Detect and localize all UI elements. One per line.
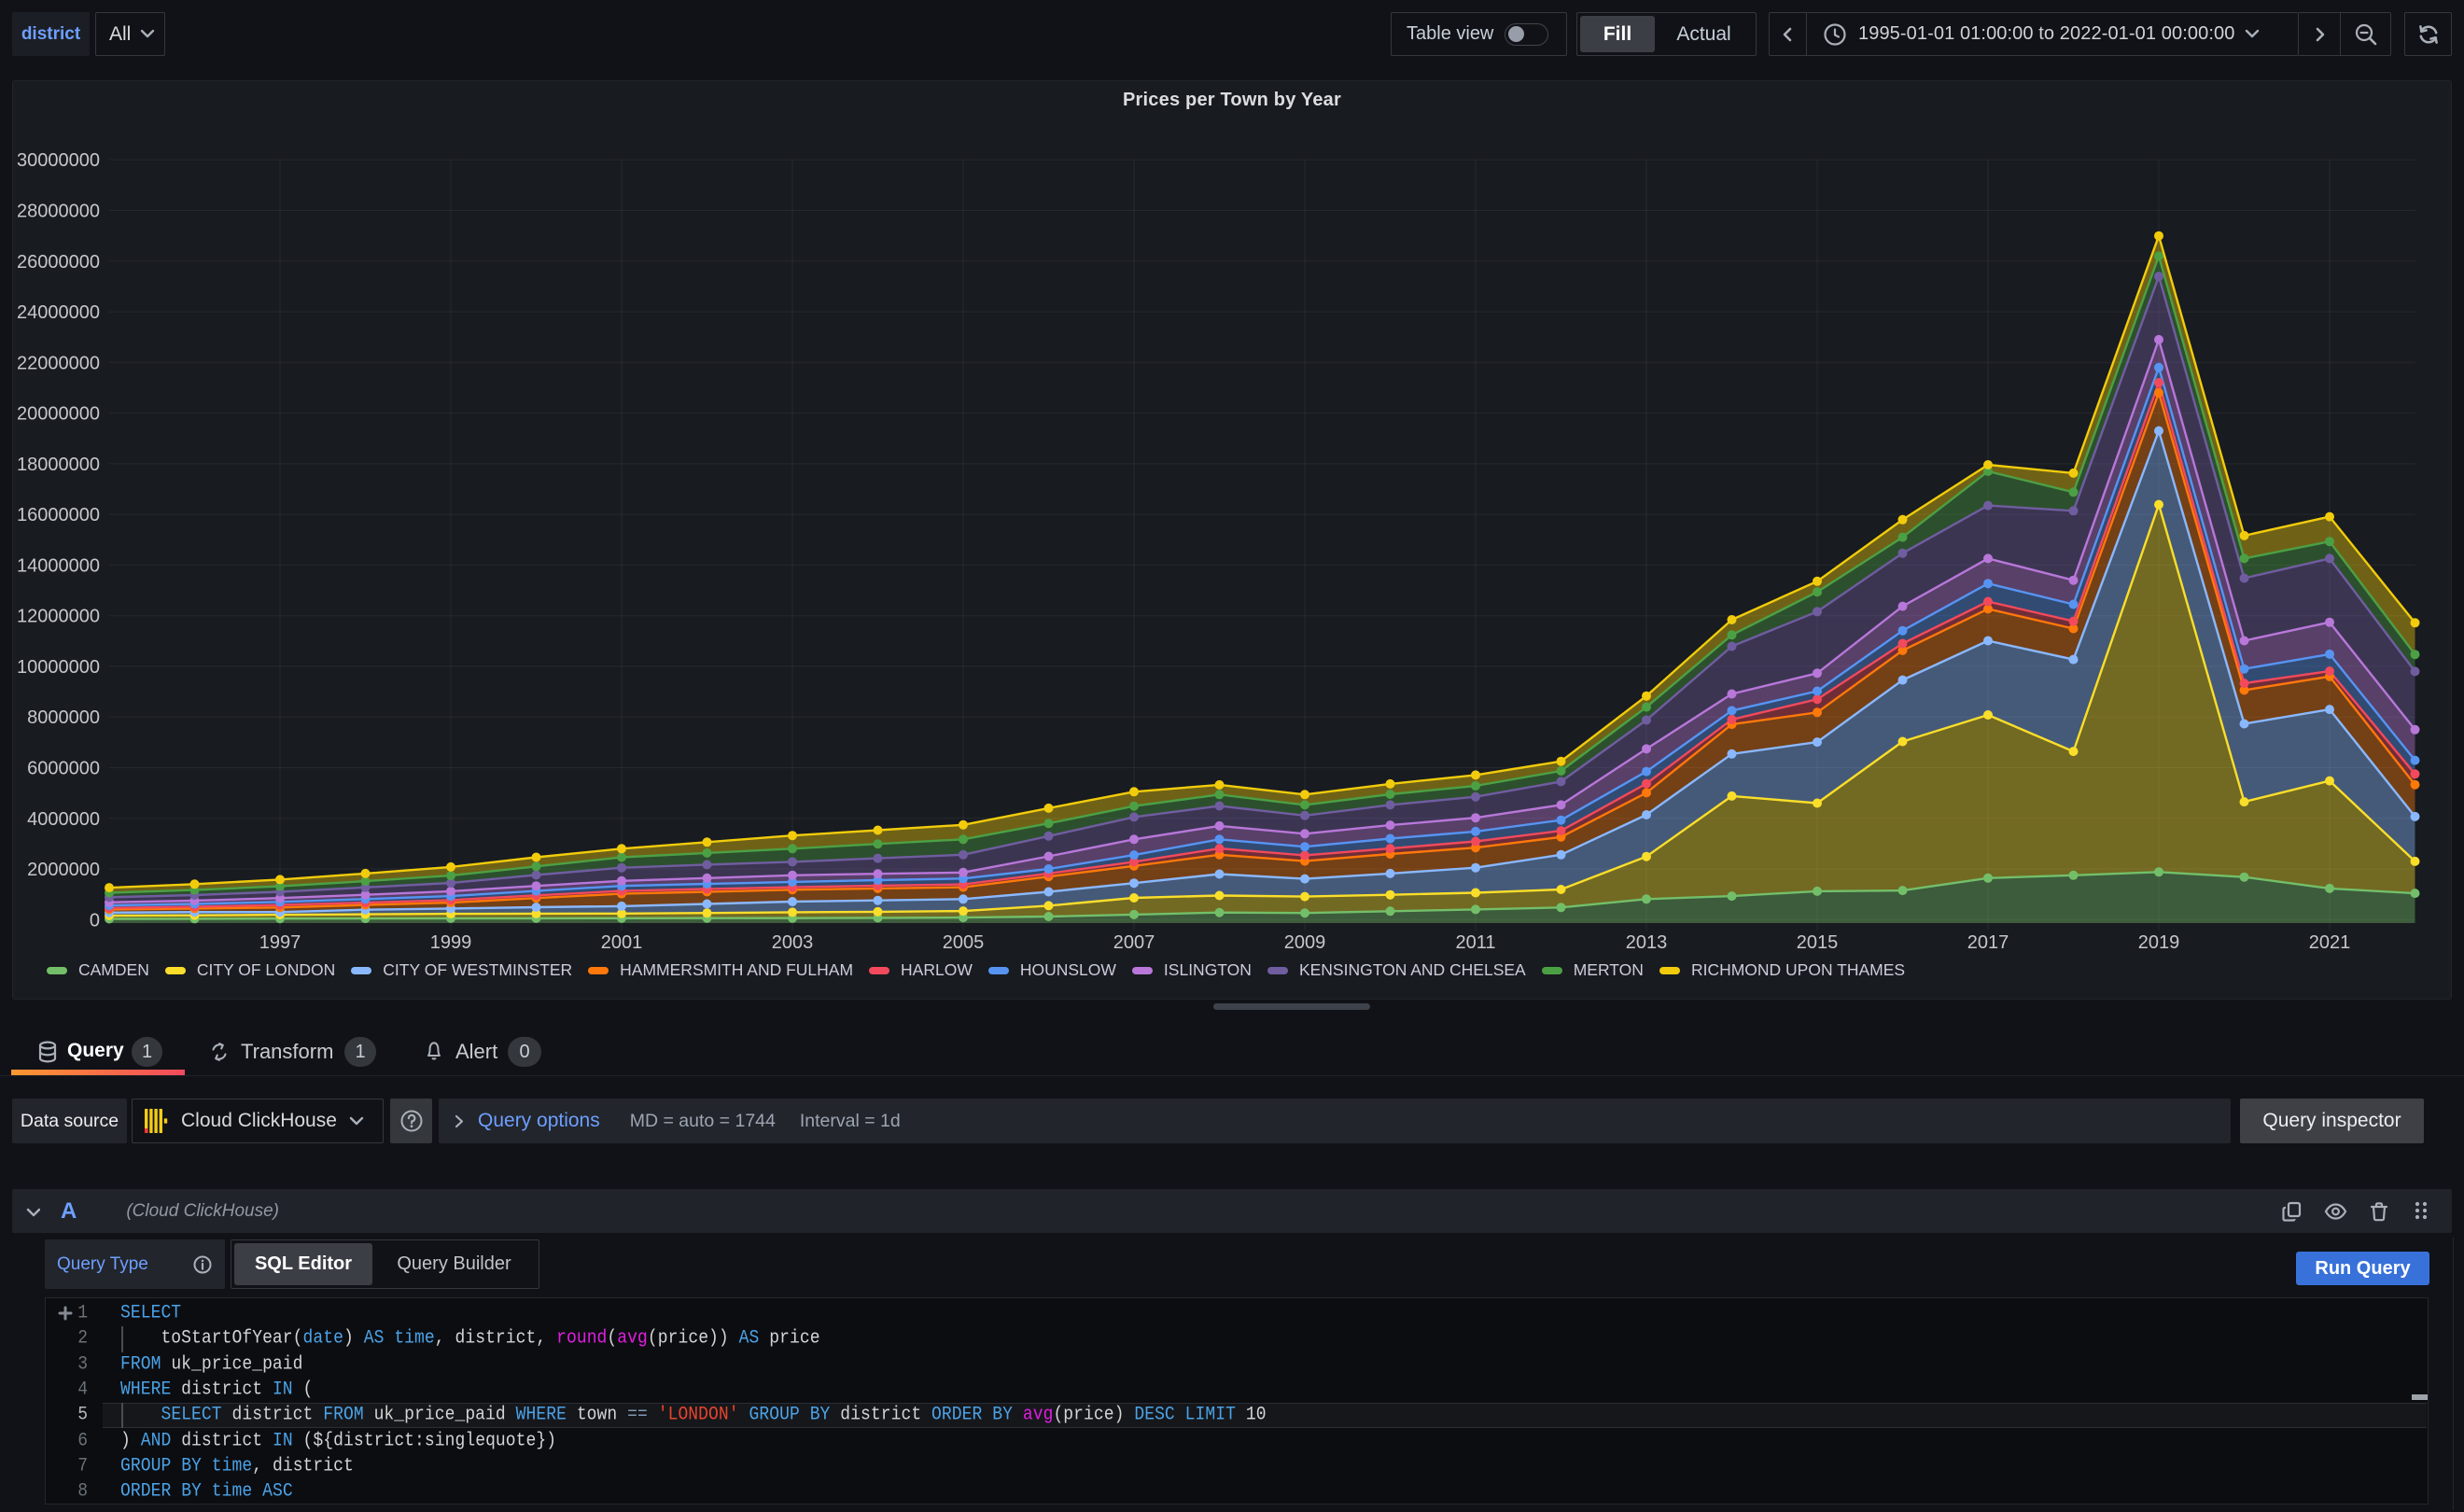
svg-text:20000000: 20000000 [17, 404, 100, 425]
svg-text:2017: 2017 [1967, 932, 2009, 953]
svg-text:2000000: 2000000 [27, 860, 100, 880]
svg-text:6000000: 6000000 [27, 759, 100, 779]
svg-text:2019: 2019 [2138, 932, 2180, 953]
svg-text:2007: 2007 [1113, 932, 1155, 953]
svg-text:2005: 2005 [943, 932, 985, 953]
svg-text:2015: 2015 [1797, 932, 1839, 953]
svg-text:8000000: 8000000 [27, 707, 100, 728]
svg-text:2013: 2013 [1626, 932, 1668, 953]
svg-text:14000000: 14000000 [17, 555, 100, 576]
svg-text:30000000: 30000000 [17, 150, 100, 171]
svg-text:1997: 1997 [259, 932, 301, 953]
svg-text:10000000: 10000000 [17, 657, 100, 678]
svg-text:2001: 2001 [601, 932, 643, 953]
svg-text:0: 0 [90, 910, 100, 931]
svg-text:2011: 2011 [1455, 932, 1495, 953]
svg-text:26000000: 26000000 [17, 252, 100, 273]
svg-text:24000000: 24000000 [17, 302, 100, 323]
svg-text:1999: 1999 [430, 932, 472, 953]
svg-text:28000000: 28000000 [17, 202, 100, 222]
svg-text:2009: 2009 [1284, 932, 1326, 953]
svg-text:18000000: 18000000 [17, 455, 100, 475]
svg-text:2003: 2003 [772, 932, 814, 953]
svg-text:22000000: 22000000 [17, 353, 100, 373]
svg-text:2021: 2021 [2309, 932, 2351, 953]
svg-text:16000000: 16000000 [17, 505, 100, 525]
svg-text:12000000: 12000000 [17, 607, 100, 627]
svg-text:4000000: 4000000 [27, 809, 100, 830]
